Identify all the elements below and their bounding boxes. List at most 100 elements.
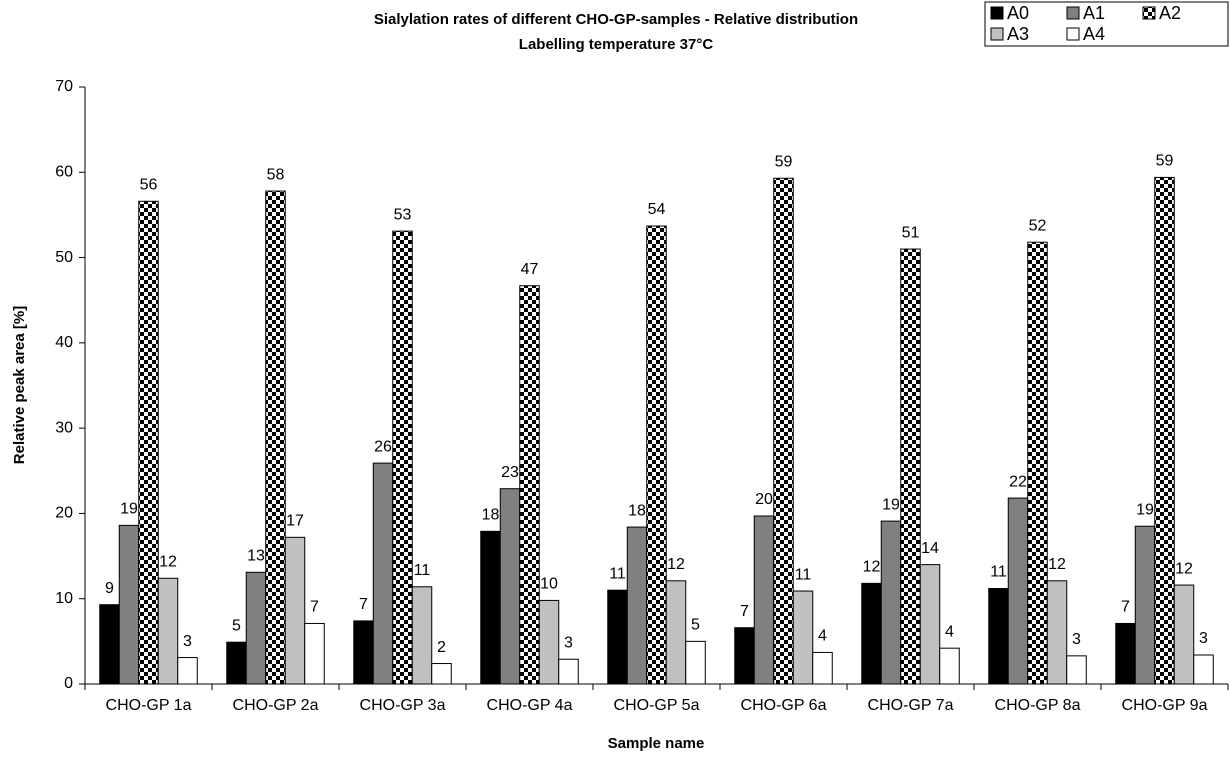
bar	[939, 647, 960, 685]
bar	[245, 571, 267, 685]
bar	[734, 627, 755, 685]
bar	[480, 530, 501, 685]
bar	[900, 248, 921, 685]
value-label: 56	[140, 177, 158, 194]
bar	[1046, 580, 1068, 685]
legend-label: A2	[1159, 3, 1181, 23]
x-tick-label: CHO-GP 2a	[233, 697, 319, 714]
y-tick-label: 50	[55, 249, 73, 266]
value-label: 22	[1009, 473, 1027, 490]
bar	[646, 225, 667, 685]
bar	[226, 641, 247, 685]
value-label: 3	[564, 634, 573, 651]
bar	[138, 200, 159, 685]
y-tick-label: 70	[55, 78, 73, 95]
value-label: 4	[945, 623, 954, 640]
value-label: 11	[795, 566, 812, 583]
value-label: 19	[120, 501, 138, 518]
bar	[861, 582, 882, 685]
bar	[792, 590, 814, 685]
x-tick-label: CHO-GP 4a	[487, 697, 573, 714]
value-label: 19	[1136, 501, 1154, 518]
value-label: 54	[648, 201, 666, 218]
y-tick-label: 10	[55, 590, 73, 607]
value-label: 14	[921, 540, 939, 557]
value-label: 58	[267, 166, 285, 183]
bar	[372, 462, 394, 685]
bar	[753, 515, 775, 685]
value-label: 12	[1175, 560, 1193, 577]
chart-title: Sialylation rates of different CHO-GP-sa…	[374, 11, 858, 28]
x-tick-label: CHO-GP 9a	[1122, 697, 1208, 714]
value-label: 3	[1072, 631, 1081, 648]
value-label: 10	[540, 576, 558, 593]
y-tick-label: 40	[55, 334, 73, 351]
bar	[1115, 622, 1136, 685]
value-label: 3	[183, 633, 192, 650]
value-label: 51	[902, 224, 920, 241]
x-tick-label: CHO-GP 8a	[995, 697, 1081, 714]
bar	[880, 520, 902, 685]
value-label: 2	[437, 639, 446, 656]
legend-label: A4	[1083, 24, 1105, 44]
bar	[157, 577, 179, 685]
legend-swatch	[990, 27, 1004, 41]
bar	[118, 524, 140, 685]
value-label: 26	[374, 438, 392, 455]
bar	[1154, 176, 1175, 685]
bar	[304, 622, 325, 685]
bar	[626, 526, 648, 685]
legend-label: A1	[1083, 3, 1105, 23]
value-label: 18	[482, 507, 500, 524]
bar	[558, 658, 579, 685]
legend-swatch	[1066, 6, 1080, 20]
value-label: 5	[691, 617, 700, 634]
bar	[1173, 584, 1195, 685]
bar	[411, 586, 433, 685]
value-label: 17	[286, 513, 304, 530]
bar	[812, 651, 833, 685]
legend-label: A0	[1007, 3, 1029, 23]
value-label: 12	[159, 553, 177, 570]
bar	[177, 657, 198, 685]
bar	[499, 488, 521, 685]
bar	[773, 177, 794, 685]
bar	[1007, 497, 1029, 685]
value-label: 3	[1199, 630, 1208, 647]
bar	[431, 663, 452, 685]
value-label: 7	[1121, 599, 1130, 616]
value-label: 59	[1156, 153, 1174, 170]
value-label: 9	[105, 580, 114, 597]
value-label: 12	[667, 556, 685, 573]
bar	[607, 589, 628, 685]
value-label: 11	[414, 562, 431, 579]
value-label: 47	[521, 261, 539, 278]
value-label: 12	[1048, 556, 1066, 573]
x-tick-label: CHO-GP 3a	[360, 697, 446, 714]
bar	[685, 640, 706, 685]
y-axis-title: Relative peak area [%]	[11, 306, 28, 464]
value-label: 13	[247, 547, 265, 564]
legend-swatch	[1066, 27, 1080, 41]
bar	[919, 564, 941, 685]
y-tick-label: 60	[55, 164, 73, 181]
value-label: 53	[394, 206, 412, 223]
bar	[665, 580, 687, 685]
bar	[1134, 525, 1156, 685]
bar	[353, 620, 374, 685]
x-tick-label: CHO-GP 6a	[741, 697, 827, 714]
value-label: 4	[818, 628, 827, 645]
bar	[519, 285, 540, 685]
bar	[988, 587, 1009, 685]
value-label: 23	[501, 464, 519, 481]
legend-swatch	[990, 6, 1004, 20]
bar	[265, 190, 286, 685]
value-label: 11	[609, 565, 626, 582]
value-label: 7	[310, 599, 319, 616]
y-tick-label: 20	[55, 505, 73, 522]
y-tick-label: 30	[55, 419, 73, 436]
legend-label: A3	[1007, 24, 1029, 44]
x-tick-label: CHO-GP 1a	[106, 697, 192, 714]
x-axis-title: Sample name	[608, 735, 705, 752]
